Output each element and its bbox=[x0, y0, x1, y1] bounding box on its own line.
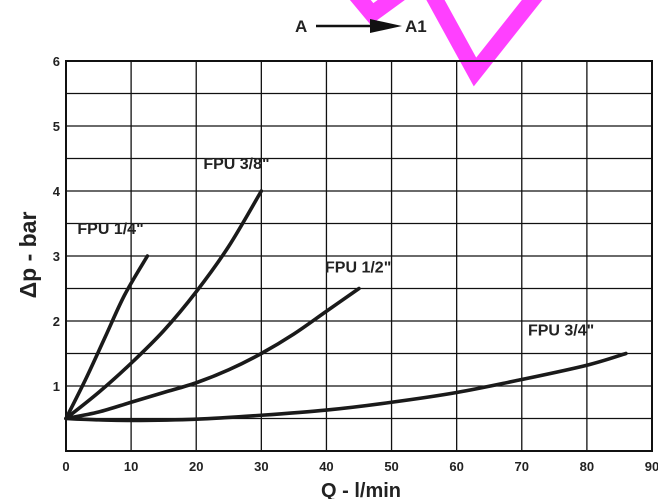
plot-grid bbox=[65, 60, 653, 452]
x-tick-label: 50 bbox=[384, 459, 398, 474]
watermark-mark bbox=[349, 0, 543, 87]
y-axis-ticks: 1234560 bbox=[53, 54, 61, 394]
y-tick-label: 4 bbox=[53, 184, 61, 199]
flow-direction-indicator: A A1 bbox=[295, 17, 427, 36]
x-tick-label: 90 bbox=[645, 459, 658, 474]
x-tick-label: 40 bbox=[319, 459, 333, 474]
x-tick-label: 70 bbox=[515, 459, 529, 474]
x-tick-label: 30 bbox=[254, 459, 268, 474]
flow-arrow-head bbox=[370, 19, 402, 33]
x-axis-ticks: 0 10 20 30 40 50 60 70 80 90 bbox=[62, 459, 658, 474]
y-tick-label: 6 bbox=[53, 54, 60, 69]
series-label: FPU 3/4" bbox=[528, 323, 594, 340]
flow-from-label: A bbox=[295, 17, 307, 36]
y-axis-label: Δp - bar bbox=[15, 212, 41, 299]
series-line bbox=[64, 286, 361, 421]
y-tick-label: 1 bbox=[53, 379, 60, 394]
series-label: FPU 1/4" bbox=[77, 221, 143, 238]
series-label: FPU 3/8" bbox=[203, 156, 269, 173]
y-tick-label: 5 bbox=[53, 119, 60, 134]
x-tick-label: 0 bbox=[62, 459, 69, 474]
x-tick-label: 20 bbox=[189, 459, 203, 474]
series-curves bbox=[64, 189, 628, 423]
series-line bbox=[64, 351, 628, 423]
series-line bbox=[64, 254, 150, 421]
series-line bbox=[64, 189, 264, 421]
series-label: FPU 1/2" bbox=[325, 260, 391, 277]
series-labels: FPU 1/4" FPU 3/8" FPU 1/2" FPU 3/4" bbox=[77, 156, 594, 340]
x-tick-label: 60 bbox=[449, 459, 463, 474]
x-tick-label: 10 bbox=[124, 459, 138, 474]
flow-to-label: A1 bbox=[405, 17, 427, 36]
y-tick-label: 2 bbox=[53, 314, 60, 329]
x-axis-label: Q - l/min bbox=[321, 480, 401, 499]
y-tick-label: 3 bbox=[53, 249, 60, 264]
x-tick-label: 80 bbox=[580, 459, 594, 474]
plot-frame bbox=[65, 60, 653, 452]
